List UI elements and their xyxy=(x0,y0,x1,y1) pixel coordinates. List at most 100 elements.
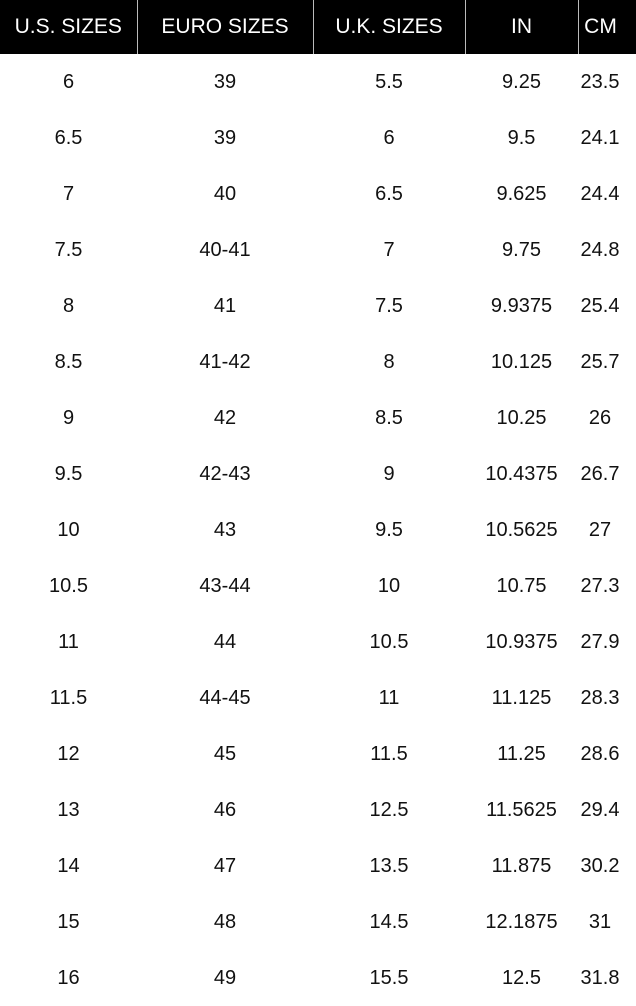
header-label: CM xyxy=(584,15,617,38)
cell-value: 9 xyxy=(383,462,395,485)
cell-in: 9.625 xyxy=(465,166,578,222)
table-row: 14 47 13.5 11.875 30.2 xyxy=(0,838,636,894)
cell-euro: 41-42 xyxy=(137,334,313,390)
cell-value: 26.7 xyxy=(580,462,620,485)
cell-value: 9.9375 xyxy=(490,294,553,317)
cell-cm: 28.6 xyxy=(578,726,636,782)
cell-uk: 14.5 xyxy=(313,894,465,950)
cell-euro: 45 xyxy=(137,726,313,782)
cell-value: 9.25 xyxy=(502,70,541,93)
cell-value: 11.875 xyxy=(491,854,552,877)
table-row: 15 48 14.5 12.1875 31 xyxy=(0,894,636,950)
cell-uk: 13.5 xyxy=(313,838,465,894)
cell-value: 10.25 xyxy=(496,406,547,429)
cell-value: 25.7 xyxy=(580,350,620,373)
cell-us: 8 xyxy=(0,278,137,334)
cell-uk: 8 xyxy=(313,334,465,390)
cell-euro: 39 xyxy=(137,110,313,166)
cell-value: 11 xyxy=(58,630,79,653)
cell-us: 15 xyxy=(0,894,137,950)
cell-value: 7 xyxy=(383,238,395,261)
cell-value: 11.5625 xyxy=(486,798,557,821)
column-header-euro: EURO SIZES xyxy=(136,0,313,54)
cell-us: 6.5 xyxy=(0,110,137,166)
cell-value: 8.5 xyxy=(54,350,83,373)
cell-euro: 49 xyxy=(137,950,313,1006)
cell-value: 49 xyxy=(213,966,237,989)
cell-cm: 30.2 xyxy=(578,838,636,894)
table-row: 7.5 40-41 7 9.75 24.8 xyxy=(0,222,636,278)
cell-value: 9.75 xyxy=(502,238,541,261)
cell-value: 40-41 xyxy=(199,238,251,261)
cell-cm: 24.1 xyxy=(578,110,636,166)
cell-euro: 48 xyxy=(137,894,313,950)
table-row: 11.5 44-45 11 11.125 28.3 xyxy=(0,670,636,726)
cell-value: 40 xyxy=(213,182,237,205)
cell-value: 10 xyxy=(377,574,401,597)
cell-value: 10.5 xyxy=(369,630,409,653)
cell-cm: 25.7 xyxy=(578,334,636,390)
cell-uk: 10 xyxy=(313,558,465,614)
cell-in: 11.875 xyxy=(465,838,578,894)
cell-cm: 28.3 xyxy=(578,670,636,726)
cell-value: 9.625 xyxy=(496,182,547,205)
cell-uk: 11 xyxy=(313,670,465,726)
cell-value: 10.4375 xyxy=(485,462,558,485)
cell-value: 39 xyxy=(213,126,237,149)
column-header-uk: U.K. SIZES xyxy=(312,0,465,54)
cell-value: 42-43 xyxy=(199,462,251,485)
cell-value: 43-44 xyxy=(199,574,251,597)
cell-euro: 46 xyxy=(137,782,313,838)
cell-value: 6.5 xyxy=(375,182,403,205)
cell-value: 31 xyxy=(588,910,612,933)
cell-us: 16 xyxy=(0,950,137,1006)
header-label: EURO SIZES xyxy=(161,15,289,38)
cell-value: 12 xyxy=(57,742,80,765)
cell-us: 11 xyxy=(0,614,137,670)
cell-us: 7.5 xyxy=(0,222,137,278)
cell-value: 45 xyxy=(213,742,237,765)
cell-cm: 31 xyxy=(578,894,636,950)
cell-value: 14 xyxy=(57,854,80,877)
cell-value: 27.9 xyxy=(580,630,620,653)
cell-euro: 42 xyxy=(137,390,313,446)
cell-value: 9 xyxy=(62,406,75,429)
column-header-cm: CM xyxy=(577,0,636,54)
cell-value: 27.3 xyxy=(580,574,620,597)
table-row: 7 40 6.5 9.625 24.4 xyxy=(0,166,636,222)
cell-value: 11.5 xyxy=(370,742,408,765)
cell-us: 10.5 xyxy=(0,558,137,614)
cell-uk: 7 xyxy=(313,222,465,278)
cell-value: 9.5 xyxy=(54,462,83,485)
cell-value: 7 xyxy=(62,182,75,205)
header-label: U.S. SIZES xyxy=(14,15,122,38)
cell-uk: 11.5 xyxy=(313,726,465,782)
cell-euro: 47 xyxy=(137,838,313,894)
cell-cm: 27.9 xyxy=(578,614,636,670)
header-label: IN xyxy=(511,15,532,38)
cell-euro: 44-45 xyxy=(137,670,313,726)
cell-value: 48 xyxy=(213,910,237,933)
cell-cm: 25.4 xyxy=(578,278,636,334)
cell-value: 11.125 xyxy=(491,686,552,709)
cell-euro: 40-41 xyxy=(137,222,313,278)
cell-uk: 9.5 xyxy=(313,502,465,558)
column-header-in: IN xyxy=(464,0,578,54)
cell-value: 16 xyxy=(57,966,80,989)
cell-value: 44-45 xyxy=(199,686,251,709)
cell-in: 12.5 xyxy=(465,950,578,1006)
table-row: 9.5 42-43 9 10.4375 26.7 xyxy=(0,446,636,502)
cell-value: 12.5 xyxy=(502,966,541,989)
cell-euro: 43-44 xyxy=(137,558,313,614)
cell-uk: 9 xyxy=(313,446,465,502)
cell-value: 6 xyxy=(62,70,75,93)
cell-euro: 41 xyxy=(137,278,313,334)
cell-value: 41-42 xyxy=(199,350,251,373)
cell-cm: 27 xyxy=(578,502,636,558)
header-label: U.K. SIZES xyxy=(335,15,443,38)
cell-cm: 29.4 xyxy=(578,782,636,838)
cell-cm: 26.7 xyxy=(578,446,636,502)
cell-value: 46 xyxy=(213,798,237,821)
cell-in: 10.25 xyxy=(465,390,578,446)
cell-in: 10.4375 xyxy=(465,446,578,502)
